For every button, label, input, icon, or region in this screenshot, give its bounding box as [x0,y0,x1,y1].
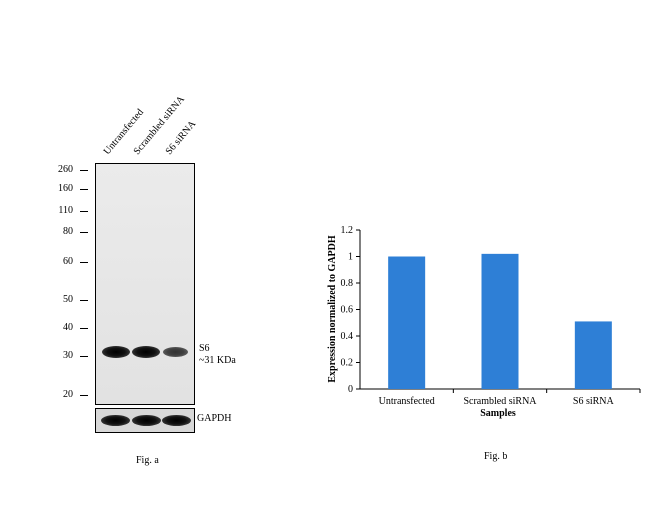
mw-tick-20 [80,395,88,396]
bar-s6-sirna [574,321,612,389]
y-tick-label: 0 [348,384,353,395]
figure-a-caption: Fig. a [136,455,159,466]
mw-marker-160: 160 [58,183,73,194]
mw-marker-50: 50 [63,294,73,305]
chart-axes [359,230,640,390]
mw-marker-60: 60 [63,256,73,267]
mw-tick-40 [80,328,88,329]
mw-tick-160 [80,189,88,190]
x-tick-label: S6 siRNA [573,396,615,407]
target-size-label: ~31 KDa [199,355,236,366]
mw-marker-110: 110 [58,205,73,216]
mw-tick-260 [80,170,88,171]
bar-untransfected [388,256,426,389]
s6-band-s6-sirna [163,347,188,357]
y-tick-label: 0.2 [341,358,354,369]
gapdh-band-s6-sirna [162,415,191,426]
mw-tick-30 [80,356,88,357]
target-protein-label: S6 [199,343,210,354]
y-tick-label: 0.6 [341,305,354,316]
x-axis-ticks: Untransfected Scrambled siRNA S6 siRNA [379,389,641,407]
gapdh-band-untransfected [101,415,130,426]
chart-bars [388,253,612,389]
mw-marker-30: 30 [63,350,73,361]
s6-band-scrambled-sirna [132,346,160,358]
mw-marker-40: 40 [63,322,73,333]
blot-panel-gapdh [95,408,195,433]
x-tick-label: Untransfected [379,396,435,407]
y-axis-ticks: 0 0.2 0.4 0.6 0.8 1 1.2 [341,225,360,395]
lane-label-s6-sirna: S6 siRNA [163,118,199,157]
mw-tick-60 [80,262,88,263]
y-tick-label: 0.8 [341,278,354,289]
mw-marker-80: 80 [63,226,73,237]
mw-tick-110 [80,211,88,212]
figure-b-caption: Fig. b [484,451,507,462]
s6-band-untransfected [102,346,130,358]
mw-marker-20: 20 [63,389,73,400]
bar-scrambled-sirna [481,253,519,389]
y-tick-label: 1.2 [341,225,354,236]
x-tick-label: Scrambled siRNA [463,396,537,407]
mw-marker-260: 260 [58,164,73,175]
loading-control-label: GAPDH [197,413,232,424]
x-axis-label: Samples [480,408,516,419]
y-tick-label: 1 [348,252,353,263]
y-axis-label: Expression normalized to GAPDH [327,235,338,383]
mw-tick-50 [80,300,88,301]
gapdh-band-scrambled-sirna [132,415,161,426]
mw-tick-80 [80,232,88,233]
blot-panel-s6 [95,163,195,405]
y-tick-label: 0.4 [341,331,354,342]
